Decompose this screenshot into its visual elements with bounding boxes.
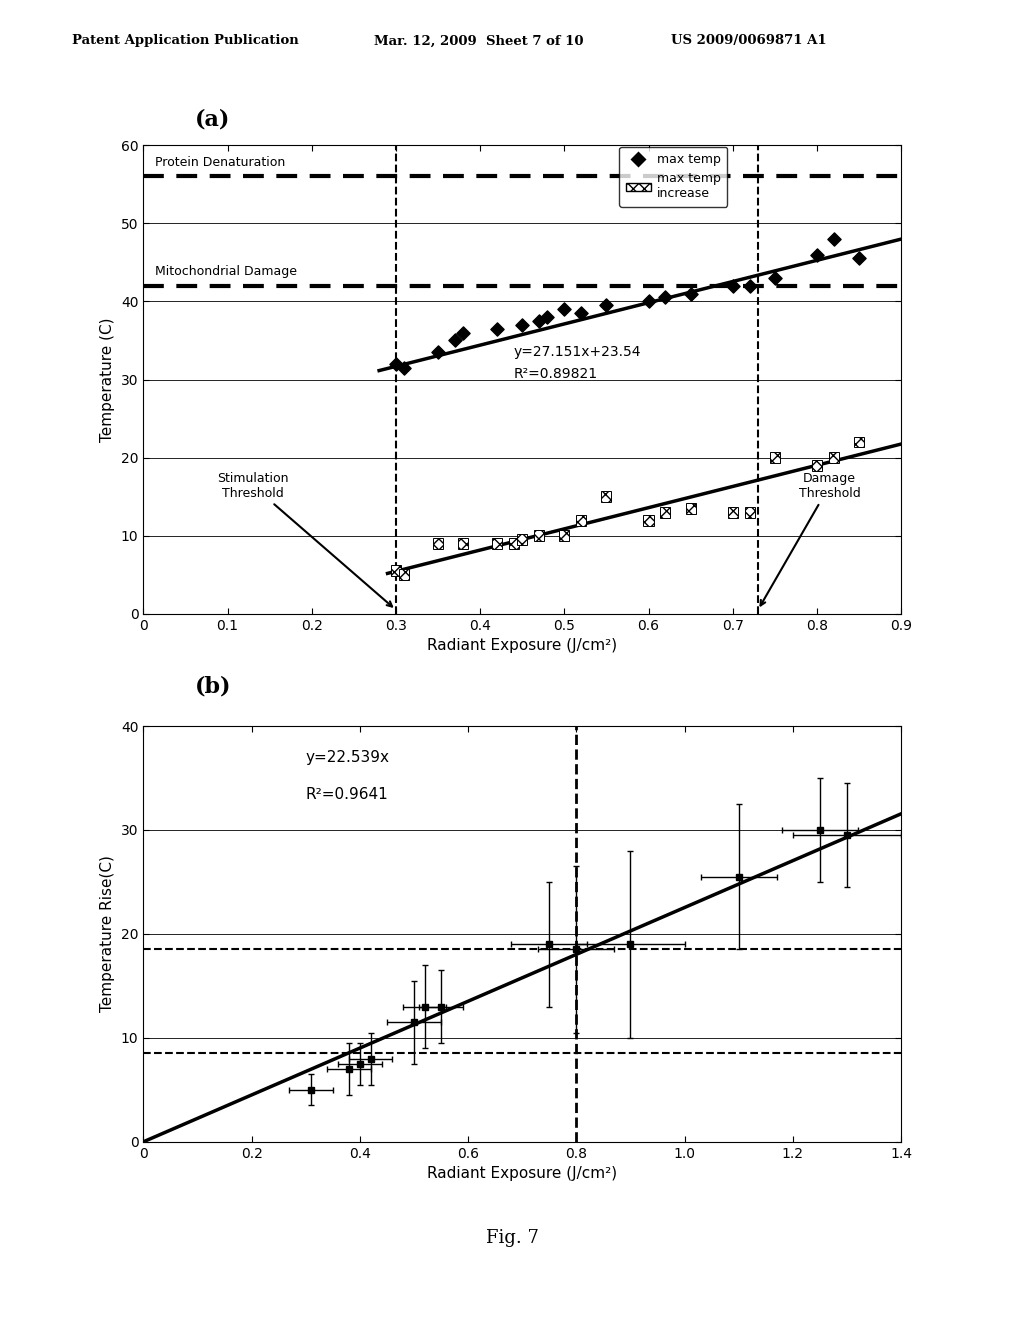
Text: (a): (a) — [195, 108, 230, 131]
Bar — [577, 515, 586, 525]
Bar — [854, 437, 864, 447]
Bar — [492, 539, 502, 549]
Text: Fig. 7: Fig. 7 — [485, 1229, 539, 1247]
Bar — [770, 453, 780, 463]
Bar — [391, 565, 401, 577]
Text: y=22.539x: y=22.539x — [306, 750, 390, 766]
X-axis label: Radiant Exposure (J/cm²): Radiant Exposure (J/cm²) — [427, 638, 617, 653]
Point — [657, 286, 674, 308]
Point — [430, 342, 446, 363]
Text: US 2009/0069871 A1: US 2009/0069871 A1 — [671, 34, 826, 48]
Bar — [686, 503, 695, 513]
Bar — [643, 515, 653, 525]
Bar — [601, 491, 611, 502]
Text: Mar. 12, 2009  Sheet 7 of 10: Mar. 12, 2009 Sheet 7 of 10 — [374, 34, 584, 48]
Point — [396, 358, 413, 379]
Text: y=27.151x+23.54: y=27.151x+23.54 — [514, 345, 641, 359]
Bar — [744, 507, 755, 517]
Point — [741, 276, 758, 297]
Point — [514, 314, 530, 335]
Legend: max temp, max temp
increase: max temp, max temp increase — [620, 147, 727, 206]
Bar — [509, 539, 519, 549]
Bar — [459, 539, 468, 549]
Bar — [559, 531, 569, 541]
Text: Stimulation
Threshold: Stimulation Threshold — [217, 471, 392, 607]
Bar — [433, 539, 443, 549]
Bar — [517, 535, 527, 545]
Y-axis label: Temperature Rise(C): Temperature Rise(C) — [100, 855, 116, 1012]
Point — [598, 294, 614, 315]
Bar — [660, 507, 671, 517]
Text: Damage
Threshold: Damage Threshold — [761, 471, 860, 606]
Point — [640, 290, 656, 312]
Y-axis label: Temperature (C): Temperature (C) — [100, 317, 116, 442]
Text: Mitochondrial Damage: Mitochondrial Damage — [155, 265, 297, 279]
Text: R²=0.89821: R²=0.89821 — [514, 367, 598, 381]
Point — [725, 276, 741, 297]
Text: Patent Application Publication: Patent Application Publication — [72, 34, 298, 48]
Bar — [812, 459, 822, 471]
Point — [455, 322, 471, 343]
Bar — [535, 531, 544, 541]
Point — [540, 306, 556, 327]
Point — [573, 302, 590, 323]
Bar — [828, 453, 839, 463]
Point — [809, 244, 825, 265]
Point — [488, 318, 505, 339]
X-axis label: Radiant Exposure (J/cm²): Radiant Exposure (J/cm²) — [427, 1166, 617, 1181]
Bar — [728, 507, 737, 517]
Text: Protein Denaturation: Protein Denaturation — [155, 156, 285, 169]
Point — [767, 268, 783, 289]
Bar — [399, 569, 410, 581]
Text: (b): (b) — [195, 676, 231, 698]
Point — [682, 282, 698, 304]
Text: R²=0.9641: R²=0.9641 — [306, 787, 388, 801]
Point — [556, 298, 572, 319]
Point — [530, 310, 547, 331]
Point — [446, 330, 463, 351]
Point — [851, 248, 867, 269]
Point — [388, 354, 404, 375]
Point — [825, 228, 842, 249]
